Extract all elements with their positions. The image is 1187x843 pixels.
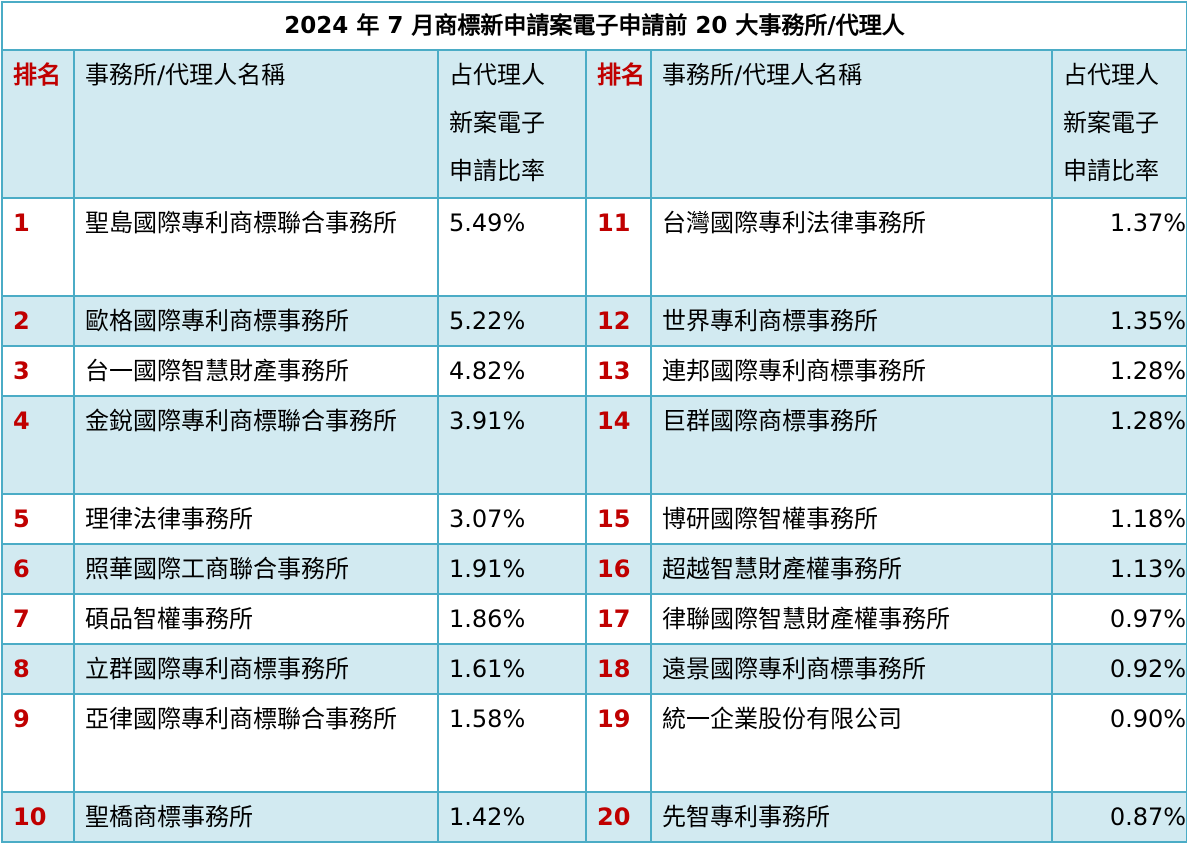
rank-cell: 1 [1, 197, 75, 297]
name-cell: 歐格國際專利商標事務所 [73, 295, 439, 347]
name-cell: 先智專利事務所 [650, 791, 1053, 843]
ratio-cell: 5.22% [437, 295, 587, 347]
header-ratio-line: 新案電子 [449, 109, 545, 137]
header-ratio: 占代理人 新案電子 申請比率 [437, 49, 587, 199]
rank-cell: 2 [1, 295, 75, 347]
header-name: 事務所/代理人名稱 [650, 49, 1053, 199]
name-cell: 碩品智權事務所 [73, 593, 439, 645]
rank-cell: 14 [585, 395, 652, 495]
rank-cell: 3 [1, 345, 75, 397]
ratio-cell: 1.86% [437, 593, 587, 645]
table-row: 9 亞律國際專利商標聯合事務所 1.58% 19 統一企業股份有限公司 0.90… [1, 693, 1187, 793]
name-cell: 遠景國際專利商標事務所 [650, 643, 1053, 695]
rank-cell: 15 [585, 493, 652, 545]
table-row: 4 金銳國際專利商標聯合事務所 3.91% 14 巨群國際商標事務所 1.28% [1, 395, 1187, 495]
rank-cell: 10 [1, 791, 75, 843]
ratio-cell: 0.92% [1050, 643, 1187, 695]
header-ratio: 占代理人 新案電子 申請比率 [1050, 49, 1187, 199]
header-ratio-line: 新案電子 [1063, 109, 1159, 137]
table-row: 10 聖橋商標事務所 1.42% 20 先智專利事務所 0.87% [1, 791, 1187, 843]
header-rank: 排名 [1, 49, 75, 199]
ratio-cell: 1.13% [1050, 543, 1187, 595]
header-rank: 排名 [585, 49, 652, 199]
table-title: 2024 年 7 月商標新申請案電子申請前 20 大事務所/代理人 [0, 1, 1187, 51]
ratio-cell: 1.58% [437, 693, 587, 793]
rank-cell: 9 [1, 693, 75, 793]
ratio-cell: 4.82% [437, 345, 587, 397]
ratio-cell: 1.42% [437, 791, 587, 843]
name-cell: 理律法律事務所 [73, 493, 439, 545]
header-ratio-line: 占代理人 [1063, 61, 1159, 89]
table-row: 7 碩品智權事務所 1.86% 17 律聯國際智慧財產權事務所 0.97% [1, 593, 1187, 645]
name-cell: 台一國際智慧財產事務所 [73, 345, 439, 397]
ratio-cell: 1.35% [1050, 295, 1187, 347]
ratio-cell: 1.28% [1050, 395, 1187, 495]
header-name: 事務所/代理人名稱 [73, 49, 439, 199]
ratio-cell: 1.18% [1050, 493, 1187, 545]
rank-cell: 12 [585, 295, 652, 347]
rank-cell: 7 [1, 593, 75, 645]
name-cell: 立群國際專利商標事務所 [73, 643, 439, 695]
table-row: 5 理律法律事務所 3.07% 15 博研國際智權事務所 1.18% [1, 493, 1187, 545]
name-cell: 台灣國際專利法律事務所 [650, 197, 1053, 297]
ratio-cell: 1.37% [1050, 197, 1187, 297]
header-row: 排名 事務所/代理人名稱 占代理人 新案電子 申請比率 排名 事務所/代理人名稱… [1, 49, 1187, 199]
table-row: 3 台一國際智慧財產事務所 4.82% 13 連邦國際專利商標事務所 1.28% [1, 345, 1187, 397]
name-cell: 超越智慧財產權事務所 [650, 543, 1053, 595]
name-cell: 連邦國際專利商標事務所 [650, 345, 1053, 397]
ratio-cell: 0.97% [1050, 593, 1187, 645]
rank-cell: 17 [585, 593, 652, 645]
header-ratio-line: 占代理人 [449, 61, 545, 89]
ratio-cell: 0.90% [1050, 693, 1187, 793]
name-cell: 照華國際工商聯合事務所 [73, 543, 439, 595]
header-ratio-line: 申請比率 [449, 157, 545, 185]
rank-cell: 4 [1, 395, 75, 495]
ratio-cell: 5.49% [437, 197, 587, 297]
rank-cell: 8 [1, 643, 75, 695]
ratio-cell: 3.07% [437, 493, 587, 545]
name-cell: 統一企業股份有限公司 [650, 693, 1053, 793]
rank-cell: 5 [1, 493, 75, 545]
name-cell: 聖島國際專利商標聯合事務所 [73, 197, 439, 297]
name-cell: 世界專利商標事務所 [650, 295, 1053, 347]
table-row: 6 照華國際工商聯合事務所 1.91% 16 超越智慧財產權事務所 1.13% [1, 543, 1187, 595]
rank-cell: 11 [585, 197, 652, 297]
name-cell: 金銳國際專利商標聯合事務所 [73, 395, 439, 495]
ratio-cell: 3.91% [437, 395, 587, 495]
name-cell: 律聯國際智慧財產權事務所 [650, 593, 1053, 645]
ratio-cell: 0.87% [1050, 791, 1187, 843]
table-row: 8 立群國際專利商標事務所 1.61% 18 遠景國際專利商標事務所 0.92% [1, 643, 1187, 695]
table-row: 1 聖島國際專利商標聯合事務所 5.49% 11 台灣國際專利法律事務所 1.3… [1, 197, 1187, 297]
ratio-cell: 1.28% [1050, 345, 1187, 397]
rank-cell: 18 [585, 643, 652, 695]
ratio-cell: 1.61% [437, 643, 587, 695]
rank-cell: 6 [1, 543, 75, 595]
header-ratio-line: 申請比率 [1063, 157, 1159, 185]
rank-cell: 13 [585, 345, 652, 397]
name-cell: 巨群國際商標事務所 [650, 395, 1053, 495]
name-cell: 亞律國際專利商標聯合事務所 [73, 693, 439, 793]
rank-cell: 19 [585, 693, 652, 793]
rank-cell: 20 [585, 791, 652, 843]
ratio-cell: 1.91% [437, 543, 587, 595]
name-cell: 聖橋商標事務所 [73, 791, 439, 843]
table-row: 2 歐格國際專利商標事務所 5.22% 12 世界專利商標事務所 1.35% [1, 295, 1187, 347]
rank-cell: 16 [585, 543, 652, 595]
name-cell: 博研國際智權事務所 [650, 493, 1053, 545]
